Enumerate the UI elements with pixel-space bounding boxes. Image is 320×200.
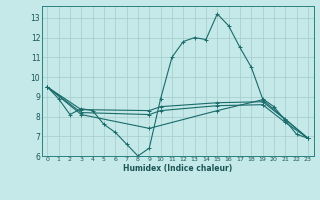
X-axis label: Humidex (Indice chaleur): Humidex (Indice chaleur) [123, 164, 232, 173]
